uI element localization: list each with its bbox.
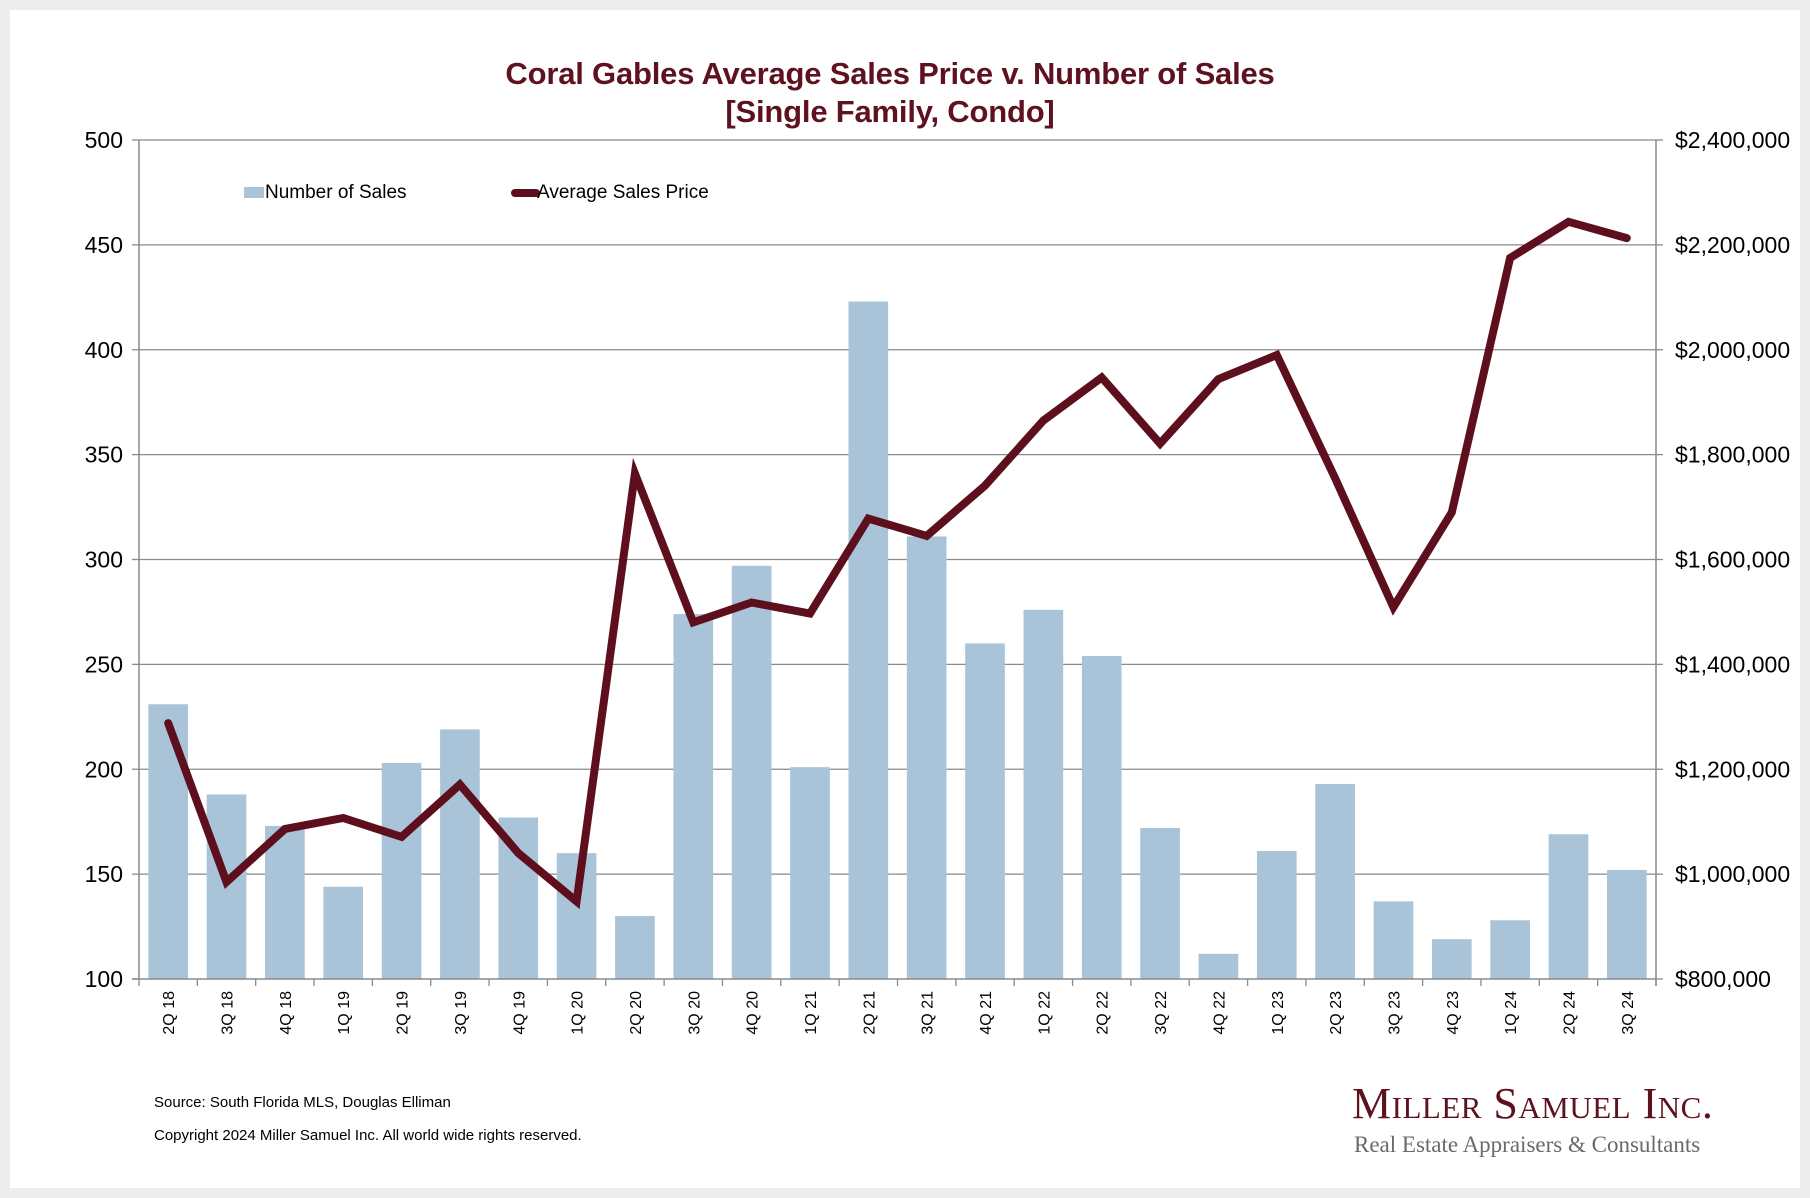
x-axis-tick-label: 2Q 23 bbox=[1328, 991, 1345, 1035]
x-axis-tick-label: 3Q 20 bbox=[686, 991, 703, 1035]
left-axis-tick-label: 150 bbox=[85, 861, 123, 887]
x-axis-tick-label: 1Q 22 bbox=[1036, 991, 1053, 1035]
x-axis-tick-label: 4Q 18 bbox=[278, 991, 295, 1035]
chart-panel: Coral Gables Average Sales Price v. Numb… bbox=[10, 10, 1800, 1188]
bar-2q23 bbox=[1315, 783, 1355, 979]
x-axis-tick-label: 1Q 20 bbox=[570, 991, 587, 1035]
bar-1q24 bbox=[1490, 920, 1530, 979]
bar-2q18 bbox=[148, 704, 189, 979]
x-axis-tick-label: 1Q 24 bbox=[1503, 991, 1520, 1035]
right-axis-tick-label: $1,200,000 bbox=[1675, 756, 1790, 782]
bars-number-of-sales bbox=[148, 301, 1647, 979]
x-axis-tick-label: 2Q 24 bbox=[1561, 991, 1578, 1035]
bar-1q21 bbox=[790, 767, 830, 979]
x-axis-tick-label: 4Q 20 bbox=[745, 991, 762, 1035]
left-axis-tick-label: 300 bbox=[85, 547, 123, 573]
legend-label-average-sales-price: Average Sales Price bbox=[537, 182, 709, 203]
bar-4q22 bbox=[1198, 953, 1239, 979]
bar-2q21 bbox=[848, 301, 889, 979]
x-axis-tick-label: 2Q 21 bbox=[861, 991, 878, 1035]
bar-3q19 bbox=[440, 729, 480, 979]
x-axis-tick-label: 3Q 22 bbox=[1153, 991, 1170, 1035]
left-axis-tick-label: 400 bbox=[85, 337, 123, 363]
bar-3q20 bbox=[673, 614, 714, 979]
series-line-average-sales-price bbox=[164, 217, 1631, 910]
bar-3q21 bbox=[906, 536, 947, 979]
bar-2q24 bbox=[1548, 834, 1589, 979]
legend-label-number-of-sales: Number of Sales bbox=[265, 182, 407, 203]
right-axis-tick-label: $1,800,000 bbox=[1675, 442, 1790, 468]
gridlines bbox=[139, 139, 1656, 875]
bar-4q19 bbox=[498, 817, 539, 979]
right-axis-tick-label: $2,000,000 bbox=[1675, 337, 1790, 363]
bar-4q23 bbox=[1431, 939, 1472, 979]
right-axis-tick-label: $1,000,000 bbox=[1675, 861, 1790, 887]
bar-2q22 bbox=[1081, 655, 1122, 979]
x-axis-tick-label: 4Q 22 bbox=[1211, 991, 1228, 1035]
line-average-sales-price bbox=[164, 217, 1631, 910]
bar-3q22 bbox=[1140, 827, 1180, 979]
left-axis-tick-label: 100 bbox=[85, 966, 123, 992]
x-axis-tick-label: 2Q 22 bbox=[1095, 991, 1112, 1035]
x-axis-tick-label: 1Q 23 bbox=[1270, 991, 1287, 1035]
left-axis-tick-label: 450 bbox=[85, 232, 123, 258]
logo-tagline: Real Estate Appraisers & Consultants bbox=[1354, 1132, 1701, 1157]
x-axis-tick-label: 1Q 21 bbox=[803, 991, 820, 1035]
x-axis-tick-label: 4Q 19 bbox=[511, 991, 528, 1035]
x-axis-tick-label: 1Q 19 bbox=[336, 991, 353, 1035]
bar-4q18 bbox=[265, 825, 305, 979]
bar-4q21 bbox=[965, 643, 1005, 979]
x-axis-tick-label: 3Q 19 bbox=[453, 991, 470, 1035]
right-axis-tick-label: $2,200,000 bbox=[1675, 232, 1790, 258]
x-axis-tick-label: 4Q 23 bbox=[1445, 991, 1462, 1035]
x-axis-tick-label: 2Q 18 bbox=[161, 991, 178, 1035]
x-axis-tick-label: 4Q 21 bbox=[978, 991, 995, 1035]
bar-3q24 bbox=[1606, 869, 1647, 979]
axes: 500 450 400 350 300 250 200 150 100 $2,400,000 $2,… bbox=[85, 127, 1791, 1035]
legend: Number of Sales Average Sales Price bbox=[244, 182, 709, 203]
left-axis-tick-label: 200 bbox=[85, 756, 123, 782]
right-axis-tick-label: $800,000 bbox=[1675, 966, 1771, 992]
x-axis-tick-label: 3Q 24 bbox=[1620, 991, 1637, 1035]
chart-subtitle: [Single Family, Condo] bbox=[725, 94, 1055, 129]
x-axis-tick-label: 3Q 21 bbox=[920, 991, 937, 1035]
bar-2q20 bbox=[615, 916, 655, 979]
right-axis-tick-label: $2,400,000 bbox=[1675, 127, 1790, 153]
x-axis-tick-label: 2Q 20 bbox=[628, 991, 645, 1035]
source-note: Source: South Florida MLS, Douglas Ellim… bbox=[154, 1094, 451, 1111]
right-axis-tick-label: $1,600,000 bbox=[1675, 547, 1790, 573]
legend-swatch-bars bbox=[244, 187, 264, 198]
copyright-note: Copyright 2024 Miller Samuel Inc. All wo… bbox=[154, 1127, 582, 1144]
left-axis-tick-label: 500 bbox=[85, 127, 123, 153]
x-axis-tick-label: 2Q 19 bbox=[395, 991, 412, 1035]
logo-company-name: Miller Samuel Inc. bbox=[1352, 1079, 1714, 1128]
bar-2q19 bbox=[381, 762, 422, 979]
bar-4q20 bbox=[731, 565, 772, 979]
bar-3q23 bbox=[1373, 901, 1414, 979]
bar-1q23 bbox=[1256, 851, 1297, 979]
chart-title: Coral Gables Average Sales Price v. Numb… bbox=[505, 56, 1275, 91]
x-axis-tick-label: 3Q 18 bbox=[220, 991, 237, 1035]
bar-1q19 bbox=[323, 886, 364, 979]
left-axis-tick-label: 350 bbox=[85, 442, 123, 468]
bar-1q22 bbox=[1023, 609, 1064, 979]
left-axis-tick-label: 250 bbox=[85, 651, 123, 677]
x-axis-tick-label: 3Q 23 bbox=[1386, 991, 1403, 1035]
right-axis-tick-label: $1,400,000 bbox=[1675, 651, 1790, 677]
